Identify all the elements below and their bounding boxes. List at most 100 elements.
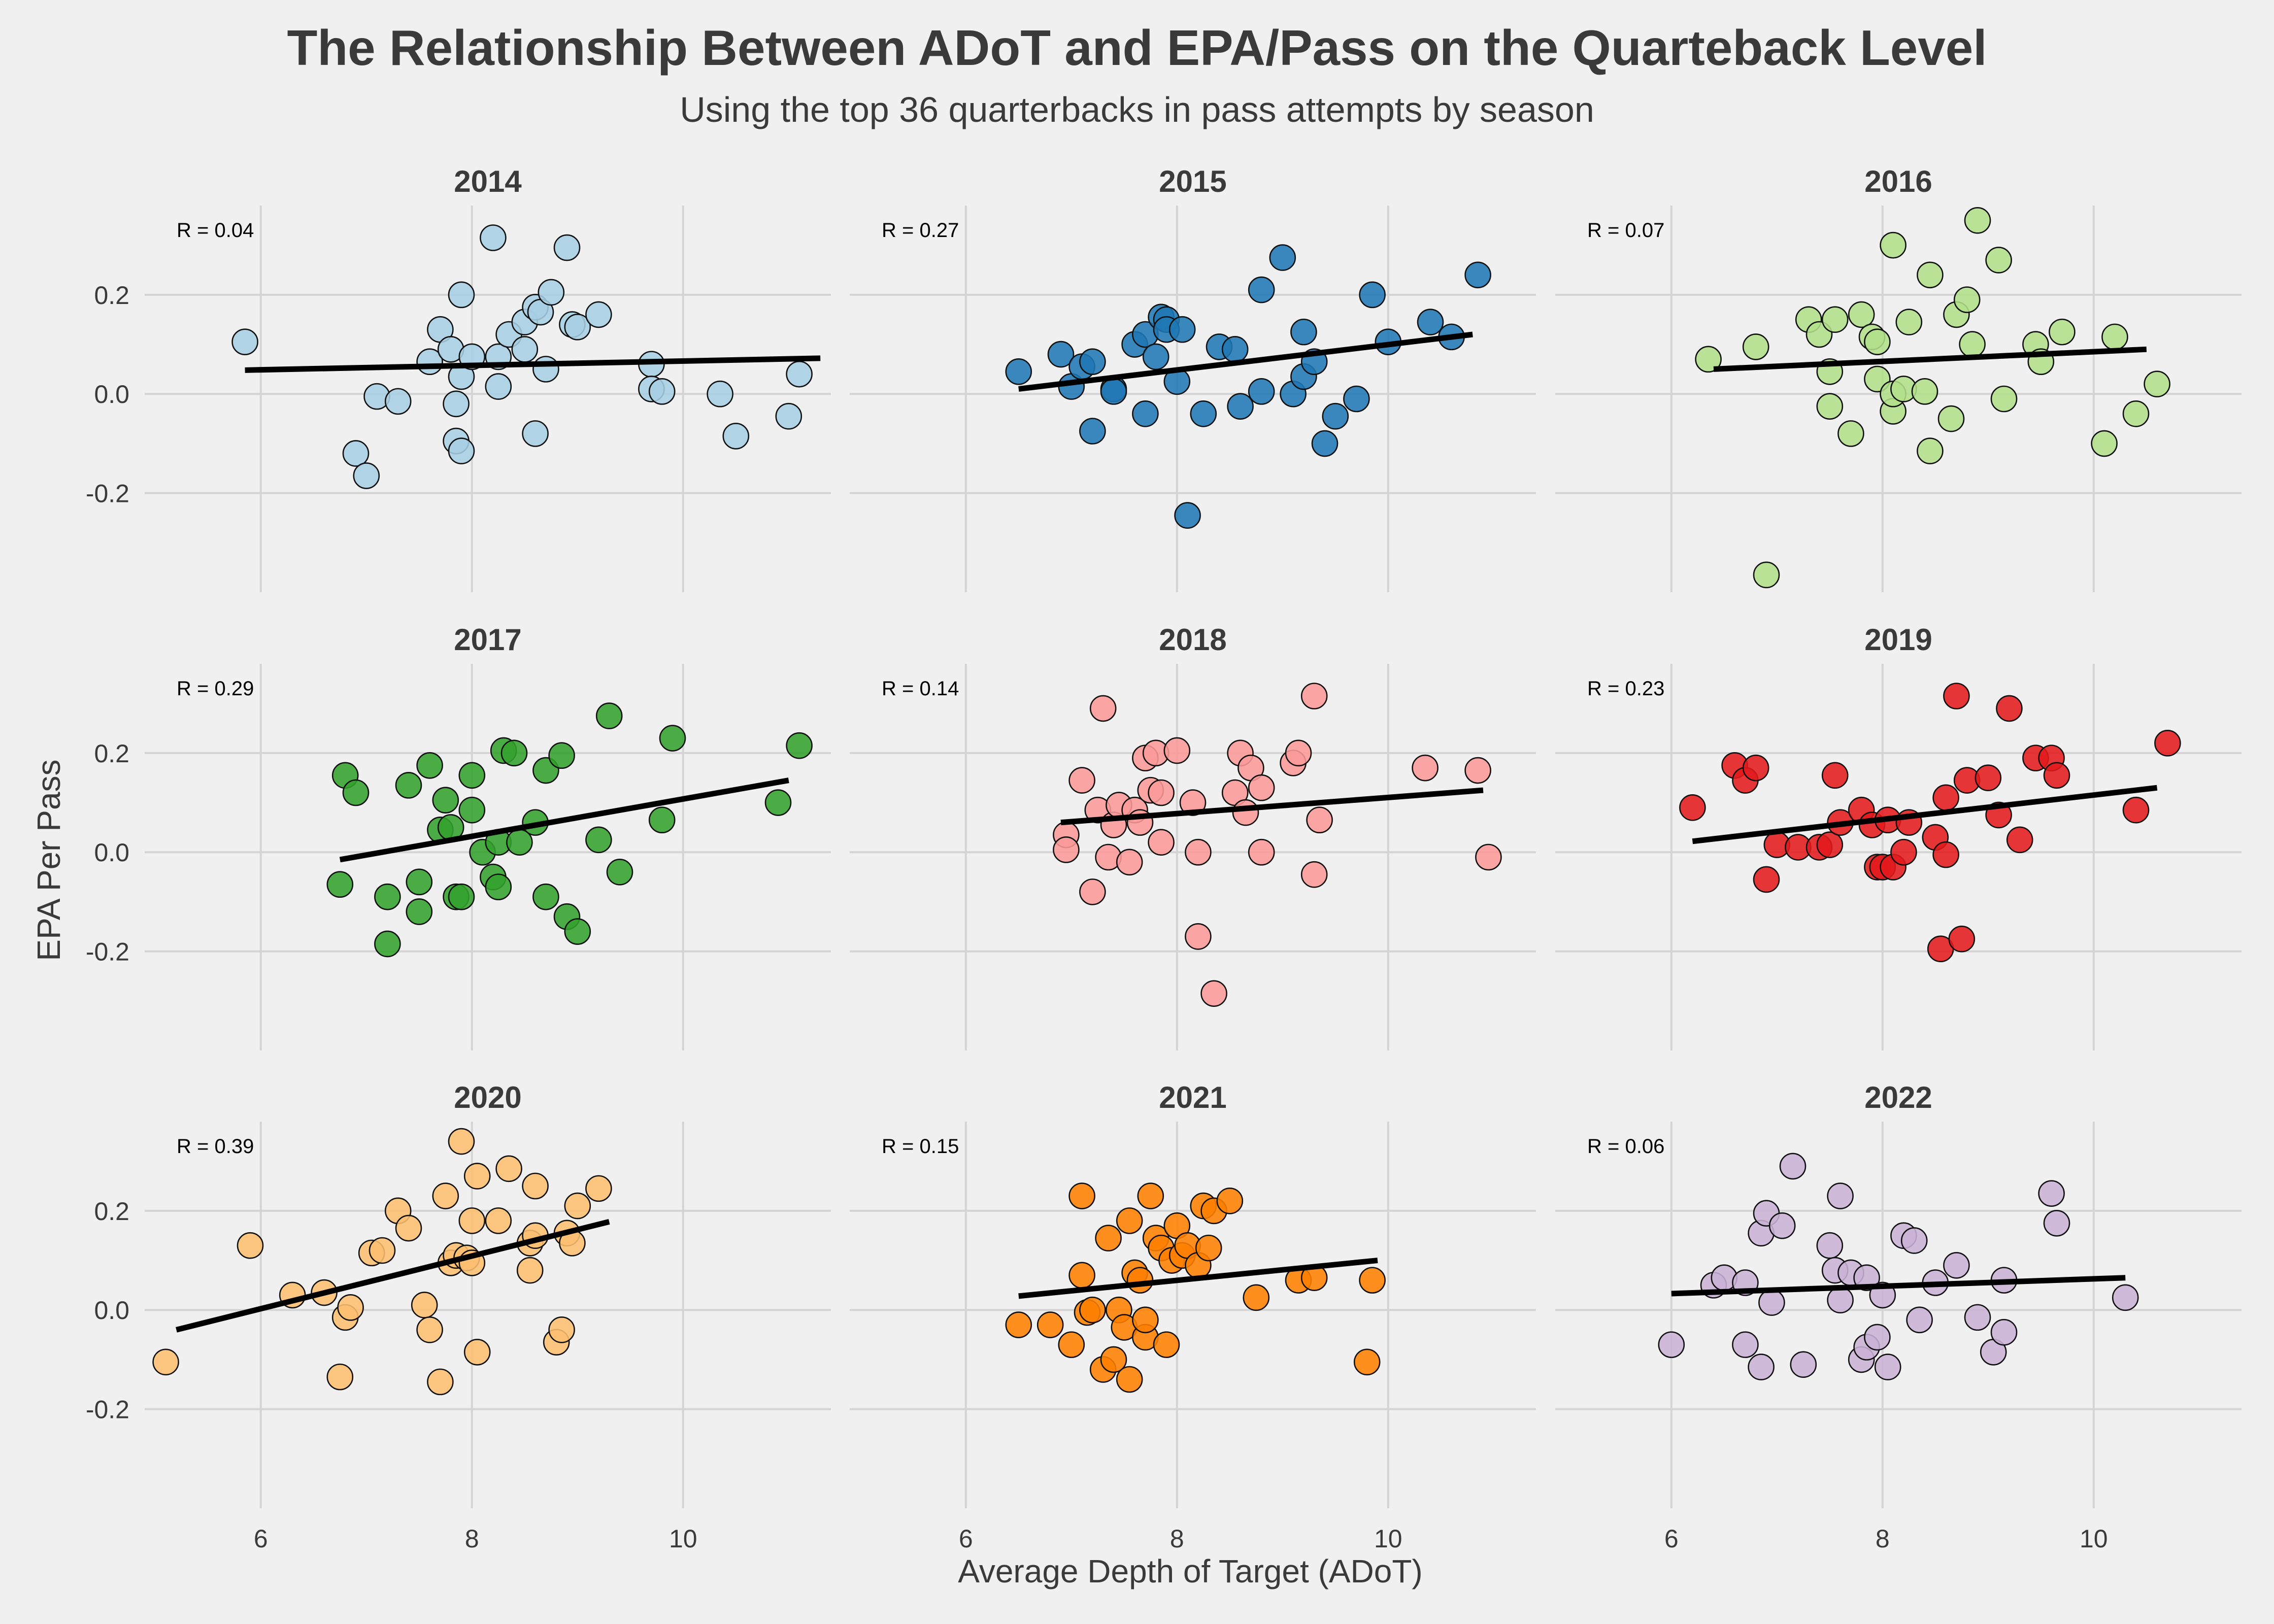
- data-point: [648, 378, 676, 405]
- data-point: [1058, 1331, 1085, 1358]
- data-point: [1227, 393, 1254, 420]
- data-point: [564, 314, 591, 341]
- data-point: [480, 224, 507, 251]
- data-point: [1779, 1153, 1807, 1180]
- r-label: R = 0.07: [1587, 219, 1664, 242]
- fit-line: [245, 355, 821, 373]
- y-tick-label: -0.2: [86, 480, 129, 508]
- facet-title: 2020: [454, 1080, 521, 1114]
- data-point: [1132, 1306, 1159, 1334]
- data-point: [764, 789, 792, 816]
- fit-line: [1671, 1275, 2126, 1297]
- data-point: [1990, 385, 2018, 413]
- data-point: [1864, 328, 1891, 355]
- data-point: [1768, 1212, 1796, 1239]
- x-tick-label: 10: [2080, 1525, 2108, 1553]
- fit-line: [1018, 331, 1473, 392]
- data-point: [1248, 276, 1275, 303]
- x-tick-label: 6: [254, 1525, 268, 1553]
- data-point: [1005, 1311, 1032, 1338]
- data-point: [463, 1163, 491, 1190]
- facet-title: 2021: [1159, 1080, 1226, 1114]
- data-point: [1148, 779, 1175, 806]
- r-label: R = 0.27: [882, 219, 959, 242]
- x-tick-label: 6: [959, 1525, 973, 1553]
- data-point: [1126, 1267, 1154, 1294]
- data-point: [1068, 1182, 1095, 1209]
- data-point: [1079, 878, 1106, 905]
- data-point: [1163, 737, 1191, 764]
- data-point: [1053, 836, 1080, 863]
- data-point: [1179, 789, 1207, 816]
- data-point: [1079, 418, 1106, 445]
- data-point: [1190, 400, 1217, 427]
- facet-2020: 2020 R = 0.39 -0.2 0.0 0.2 6 8 10: [86, 1080, 831, 1553]
- data-point: [1953, 286, 1981, 313]
- data-point: [1047, 341, 1075, 368]
- data-point: [237, 1232, 264, 1259]
- data-point: [538, 279, 565, 306]
- data-point: [595, 702, 623, 729]
- r-label: R = 0.04: [177, 219, 254, 242]
- data-point: [1758, 1289, 1785, 1316]
- data-point: [532, 356, 559, 383]
- data-point: [443, 390, 470, 418]
- data-point: [1068, 767, 1095, 794]
- data-point: [369, 1237, 396, 1264]
- data-point: [448, 437, 475, 464]
- data-point: [1353, 1348, 1381, 1376]
- data-point: [1932, 841, 1959, 868]
- data-point: [1343, 385, 1370, 413]
- data-point: [432, 1182, 459, 1209]
- data-point: [2154, 730, 2181, 757]
- data-point: [1290, 318, 1317, 346]
- data-point: [1185, 923, 1212, 950]
- data-point: [1900, 1227, 1928, 1254]
- data-point: [1959, 331, 1986, 358]
- facet-title: 2016: [1864, 164, 1932, 198]
- data-point: [416, 752, 443, 779]
- data-point: [2101, 323, 2128, 351]
- data-point: [1985, 247, 2012, 274]
- data-point: [1116, 1207, 1143, 1234]
- data-point: [1079, 348, 1106, 376]
- data-point: [427, 1368, 454, 1396]
- data-point: [458, 1207, 486, 1234]
- y-tick-label: 0.2: [94, 281, 129, 310]
- data-point: [458, 762, 486, 789]
- data-point: [448, 883, 475, 910]
- data-point: [1964, 1304, 1991, 1331]
- y-axis-label: EPA Per Pass: [30, 759, 67, 961]
- y-tick-label: -0.2: [86, 1396, 129, 1424]
- data-point: [500, 739, 528, 767]
- data-point: [1895, 309, 1923, 335]
- facet-2014: 2014 R = 0.04 -0.2 0.0 0.2: [86, 164, 831, 592]
- data-point: [1300, 861, 1328, 888]
- data-point: [1964, 207, 1991, 234]
- data-point: [1464, 261, 1491, 289]
- data-point: [1005, 358, 1032, 385]
- data-point: [548, 742, 575, 769]
- y-tick-label: 0.0: [94, 838, 129, 867]
- data-point: [1816, 831, 1844, 858]
- facet-title: 2018: [1159, 623, 1226, 657]
- data-point: [1142, 343, 1169, 370]
- data-point: [1906, 1306, 1933, 1334]
- data-point: [1679, 794, 1706, 821]
- fit-line: [1060, 787, 1484, 826]
- data-point: [606, 859, 633, 886]
- x-tick-label: 10: [1374, 1525, 1402, 1553]
- data-point: [1753, 866, 1780, 893]
- data-point: [1874, 1354, 1901, 1380]
- data-point: [1827, 1182, 1854, 1209]
- data-point: [1917, 437, 1944, 464]
- data-point: [1417, 309, 1444, 335]
- data-point: [406, 868, 433, 896]
- y-tick-label: 0.2: [94, 1197, 129, 1226]
- data-point: [1848, 301, 1875, 328]
- data-point: [522, 420, 549, 447]
- data-point: [1359, 281, 1386, 309]
- data-point: [1068, 1262, 1095, 1289]
- data-point: [775, 402, 802, 430]
- data-point: [1100, 378, 1127, 405]
